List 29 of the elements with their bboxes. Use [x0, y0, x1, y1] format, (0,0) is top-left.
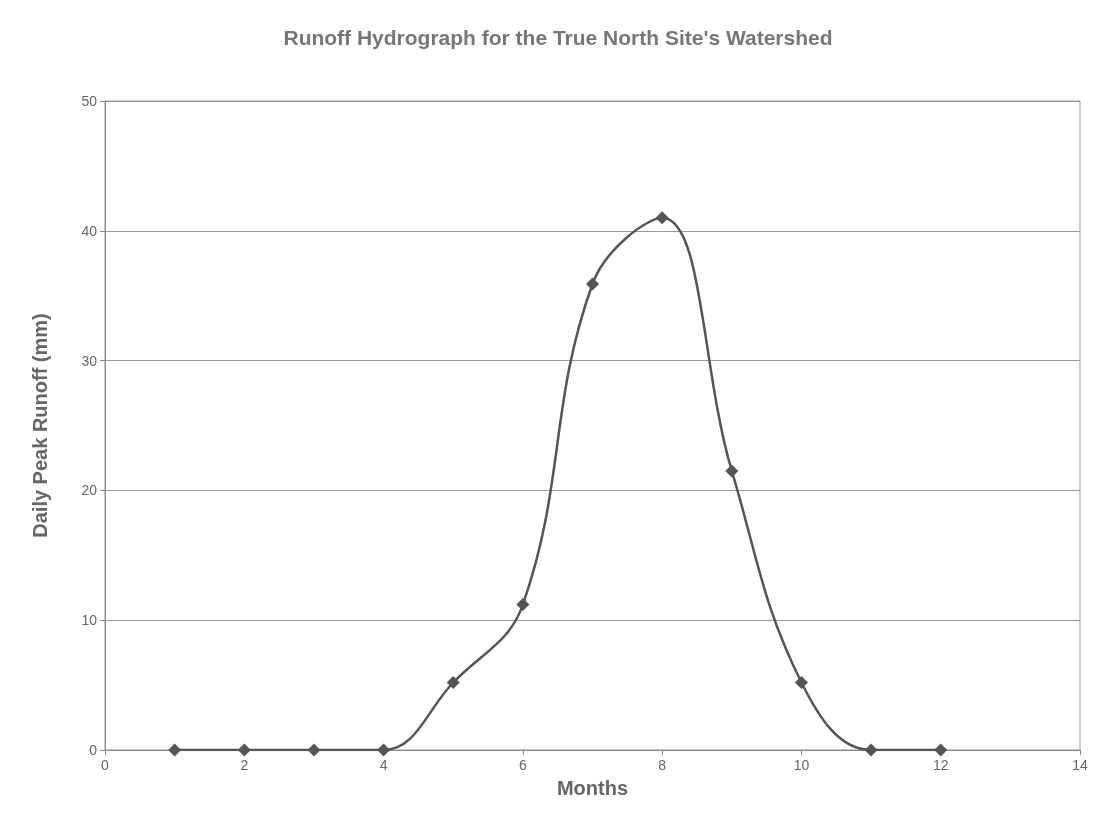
point [307, 743, 321, 757]
y-tick-label: 0 [89, 742, 98, 758]
chart-title: Runoff Hydrograph for the True North Site's Watershed [283, 26, 833, 49]
point [168, 743, 182, 757]
y-tick-label: 10 [81, 612, 98, 629]
x-tick-label: 14 [1072, 757, 1088, 773]
point [655, 211, 669, 225]
x-tick-label: 0 [101, 757, 110, 773]
y-tick-label: 50 [81, 93, 98, 109]
point [516, 598, 530, 612]
y-tick-label: 20 [81, 482, 98, 499]
x-axis-title: Months [556, 777, 629, 799]
y-axis-title: Daily Peak Runoff (mm) [29, 313, 51, 538]
point [446, 676, 460, 689]
point [934, 743, 948, 757]
point [377, 743, 391, 757]
y-tick-label: 40 [81, 222, 98, 239]
x-tick-label: 12 [932, 757, 949, 773]
x-tick-label: 6 [518, 757, 527, 773]
point [586, 277, 599, 291]
x-tick-label: 2 [240, 757, 249, 773]
point [794, 676, 808, 689]
point [725, 464, 739, 478]
point [237, 743, 251, 757]
point [864, 743, 878, 757]
x-tick-label: 10 [793, 757, 810, 773]
x-tick-label: 4 [379, 757, 388, 773]
y-tick-label: 30 [81, 352, 98, 369]
x-tick-label: 8 [658, 757, 667, 773]
